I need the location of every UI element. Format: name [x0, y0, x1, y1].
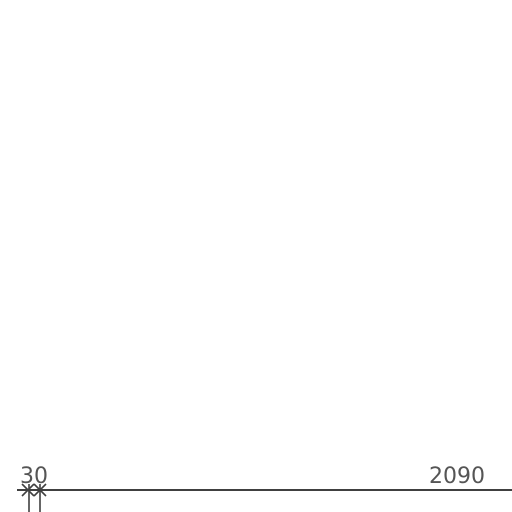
dimension-end-label: 2090 [429, 464, 485, 489]
start-tick-backslash-left [21, 483, 35, 497]
start-marker [21, 483, 47, 512]
start-tick-backslash-right [33, 483, 47, 497]
dimension-line-group: 30 2090 [17, 464, 512, 512]
dimension-start-label: 30 [20, 464, 48, 489]
